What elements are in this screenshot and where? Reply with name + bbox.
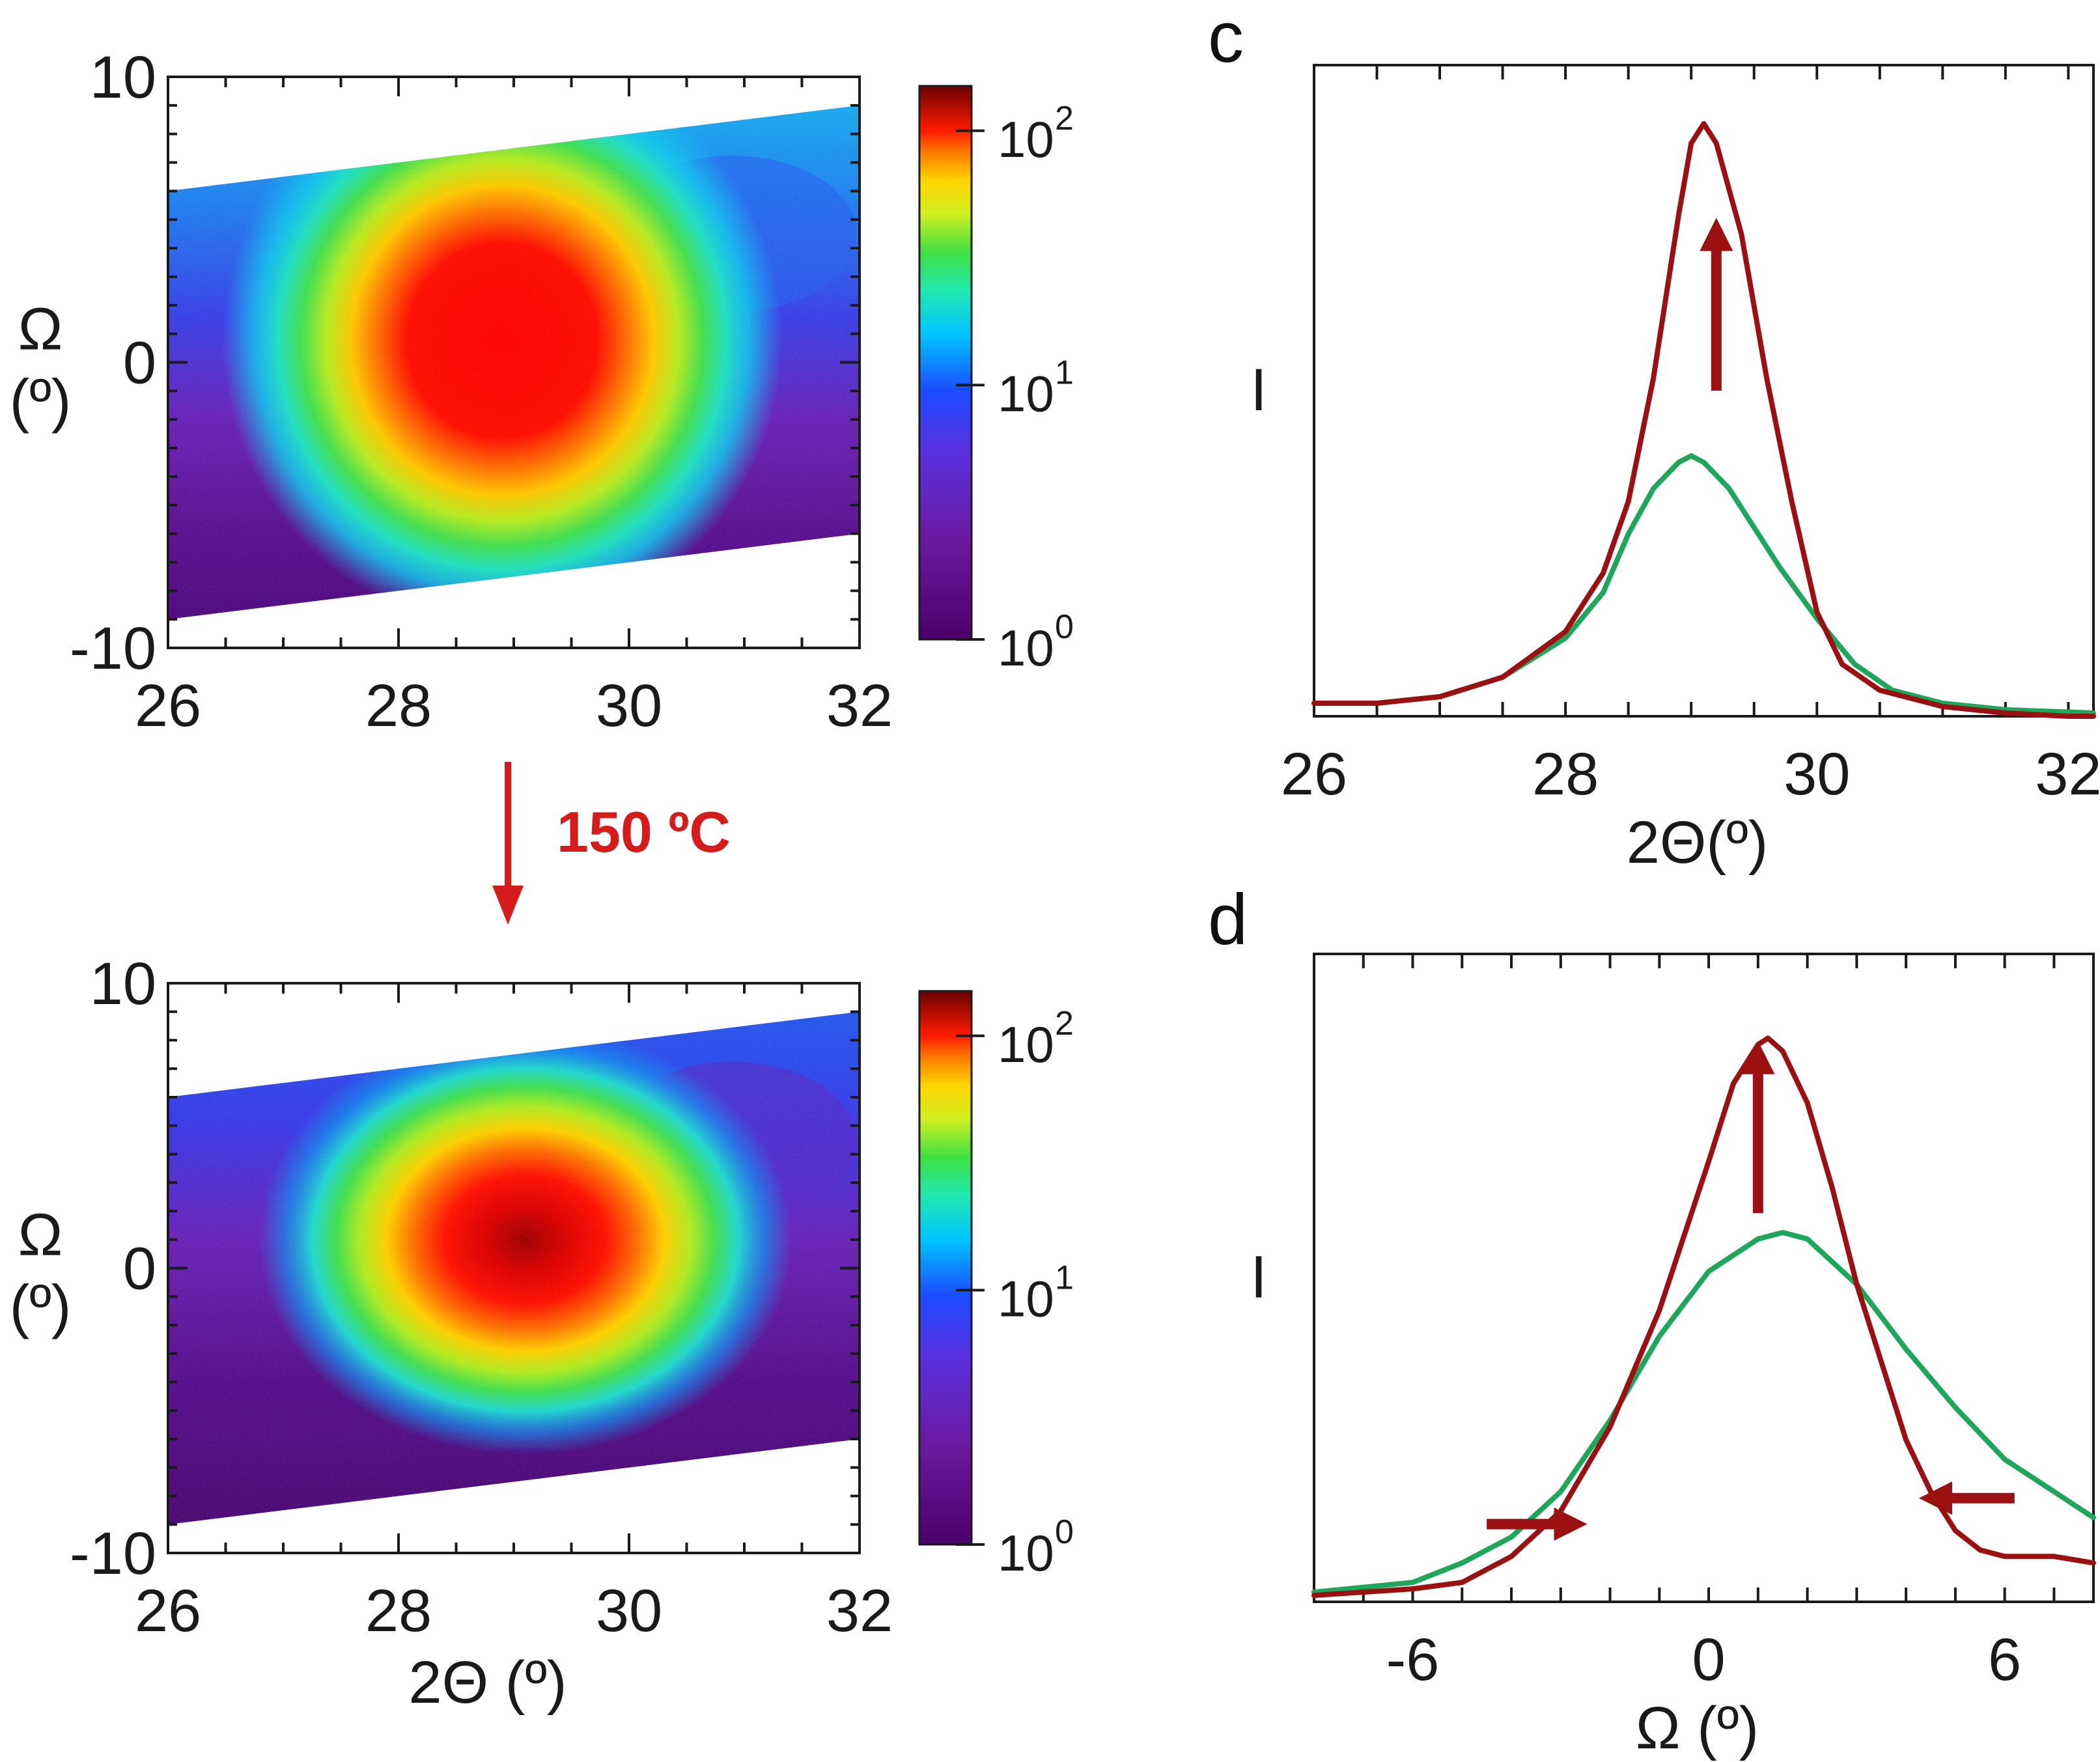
x-tick-label: 26 — [135, 1578, 201, 1644]
x-tick-label: 28 — [365, 1578, 432, 1644]
colorbar-tick-label: 10 — [998, 1016, 1054, 1073]
colorbar-tick-exponent: 1 — [1055, 354, 1074, 391]
y-tick-label: -10 — [70, 1520, 156, 1587]
colorbar — [918, 85, 973, 641]
colorbar-tick-label: 10 — [998, 1270, 1054, 1327]
y-axis-label: Ω (º) — [10, 1202, 72, 1340]
annealing-arrow-head — [492, 886, 524, 925]
y-axis-label-line: Ω — [18, 1202, 63, 1268]
colorbar-tick-exponent: 1 — [1055, 1259, 1074, 1296]
heatmap-grain — [168, 1011, 860, 1525]
colorbar-tick-exponent: 0 — [1055, 1513, 1074, 1551]
heatmap-data — [168, 105, 860, 620]
y-axis-label-line: (º) — [10, 368, 72, 434]
y-tick-label: 10 — [90, 44, 156, 111]
colorbar-tick-label: 10 — [998, 1524, 1054, 1582]
x-axis-label: 2Θ (º) — [408, 1649, 567, 1716]
y-tick-label: 0 — [123, 1236, 156, 1302]
colorbar — [918, 990, 973, 1546]
x-tick-label: 32 — [2035, 741, 2100, 807]
y-axis-label: I — [1250, 357, 1267, 423]
plot-frame — [1313, 64, 2095, 718]
x-tick-label: 30 — [596, 673, 662, 739]
line-panel-d: -6 0 6 Ω (º) I — [1250, 953, 2096, 1761]
y-axis-label-line: Ω — [18, 296, 63, 363]
y-tick-label: 0 — [123, 330, 156, 397]
line-panel-c: 26 28 30 32 2Θ(º) I — [1250, 64, 2100, 876]
heatmap-data — [168, 1011, 860, 1525]
series-line-green — [1311, 1229, 2096, 1595]
panel-letter-c: c — [1208, 0, 1244, 77]
x-axis-label: 2Θ(º) — [1627, 809, 1769, 876]
x-tick-label: 28 — [1532, 741, 1599, 807]
plot-frame — [1313, 953, 2095, 1603]
x-tick-label: 30 — [1784, 741, 1850, 807]
panel-letter-d: d — [1208, 880, 1248, 960]
heatmap-grain — [168, 105, 860, 620]
series-line-green — [1311, 453, 2096, 716]
y-axis-label: Ω (º) — [10, 296, 72, 434]
x-tick-label: 6 — [1988, 1627, 2021, 1693]
x-tick-label: 32 — [826, 1578, 893, 1644]
y-tick-label: -10 — [70, 615, 156, 682]
x-tick-label: 0 — [1692, 1627, 1725, 1693]
annealing-label: 150 ºC — [557, 800, 731, 864]
colorbar-tick-exponent: 0 — [1055, 608, 1074, 646]
y-axis-label: I — [1250, 1244, 1267, 1311]
x-tick-label: 26 — [1281, 741, 1347, 807]
x-tick-label: 26 — [135, 673, 201, 739]
series-line-red — [1311, 121, 2096, 719]
x-axis-label: Ω (º) — [1636, 1695, 1759, 1761]
x-tick-label: 28 — [365, 673, 432, 739]
colorbar-tick-exponent: 2 — [1055, 1005, 1074, 1042]
x-tick-label: 30 — [596, 1578, 662, 1644]
x-tick-label: 32 — [826, 673, 893, 739]
y-tick-label: 10 — [90, 951, 156, 1017]
series-line-red — [1311, 1035, 2096, 1599]
colorbar-tick-label: 10 — [998, 365, 1054, 422]
x-tick-label: -6 — [1386, 1627, 1440, 1693]
colorbar-tick-label: 10 — [998, 619, 1054, 677]
annealing-arrow: 150 ºC — [492, 762, 731, 925]
colorbar-tick-label: 10 — [998, 111, 1054, 168]
y-axis-label-line: (º) — [10, 1274, 72, 1340]
colorbar-tick-exponent: 2 — [1055, 100, 1074, 137]
